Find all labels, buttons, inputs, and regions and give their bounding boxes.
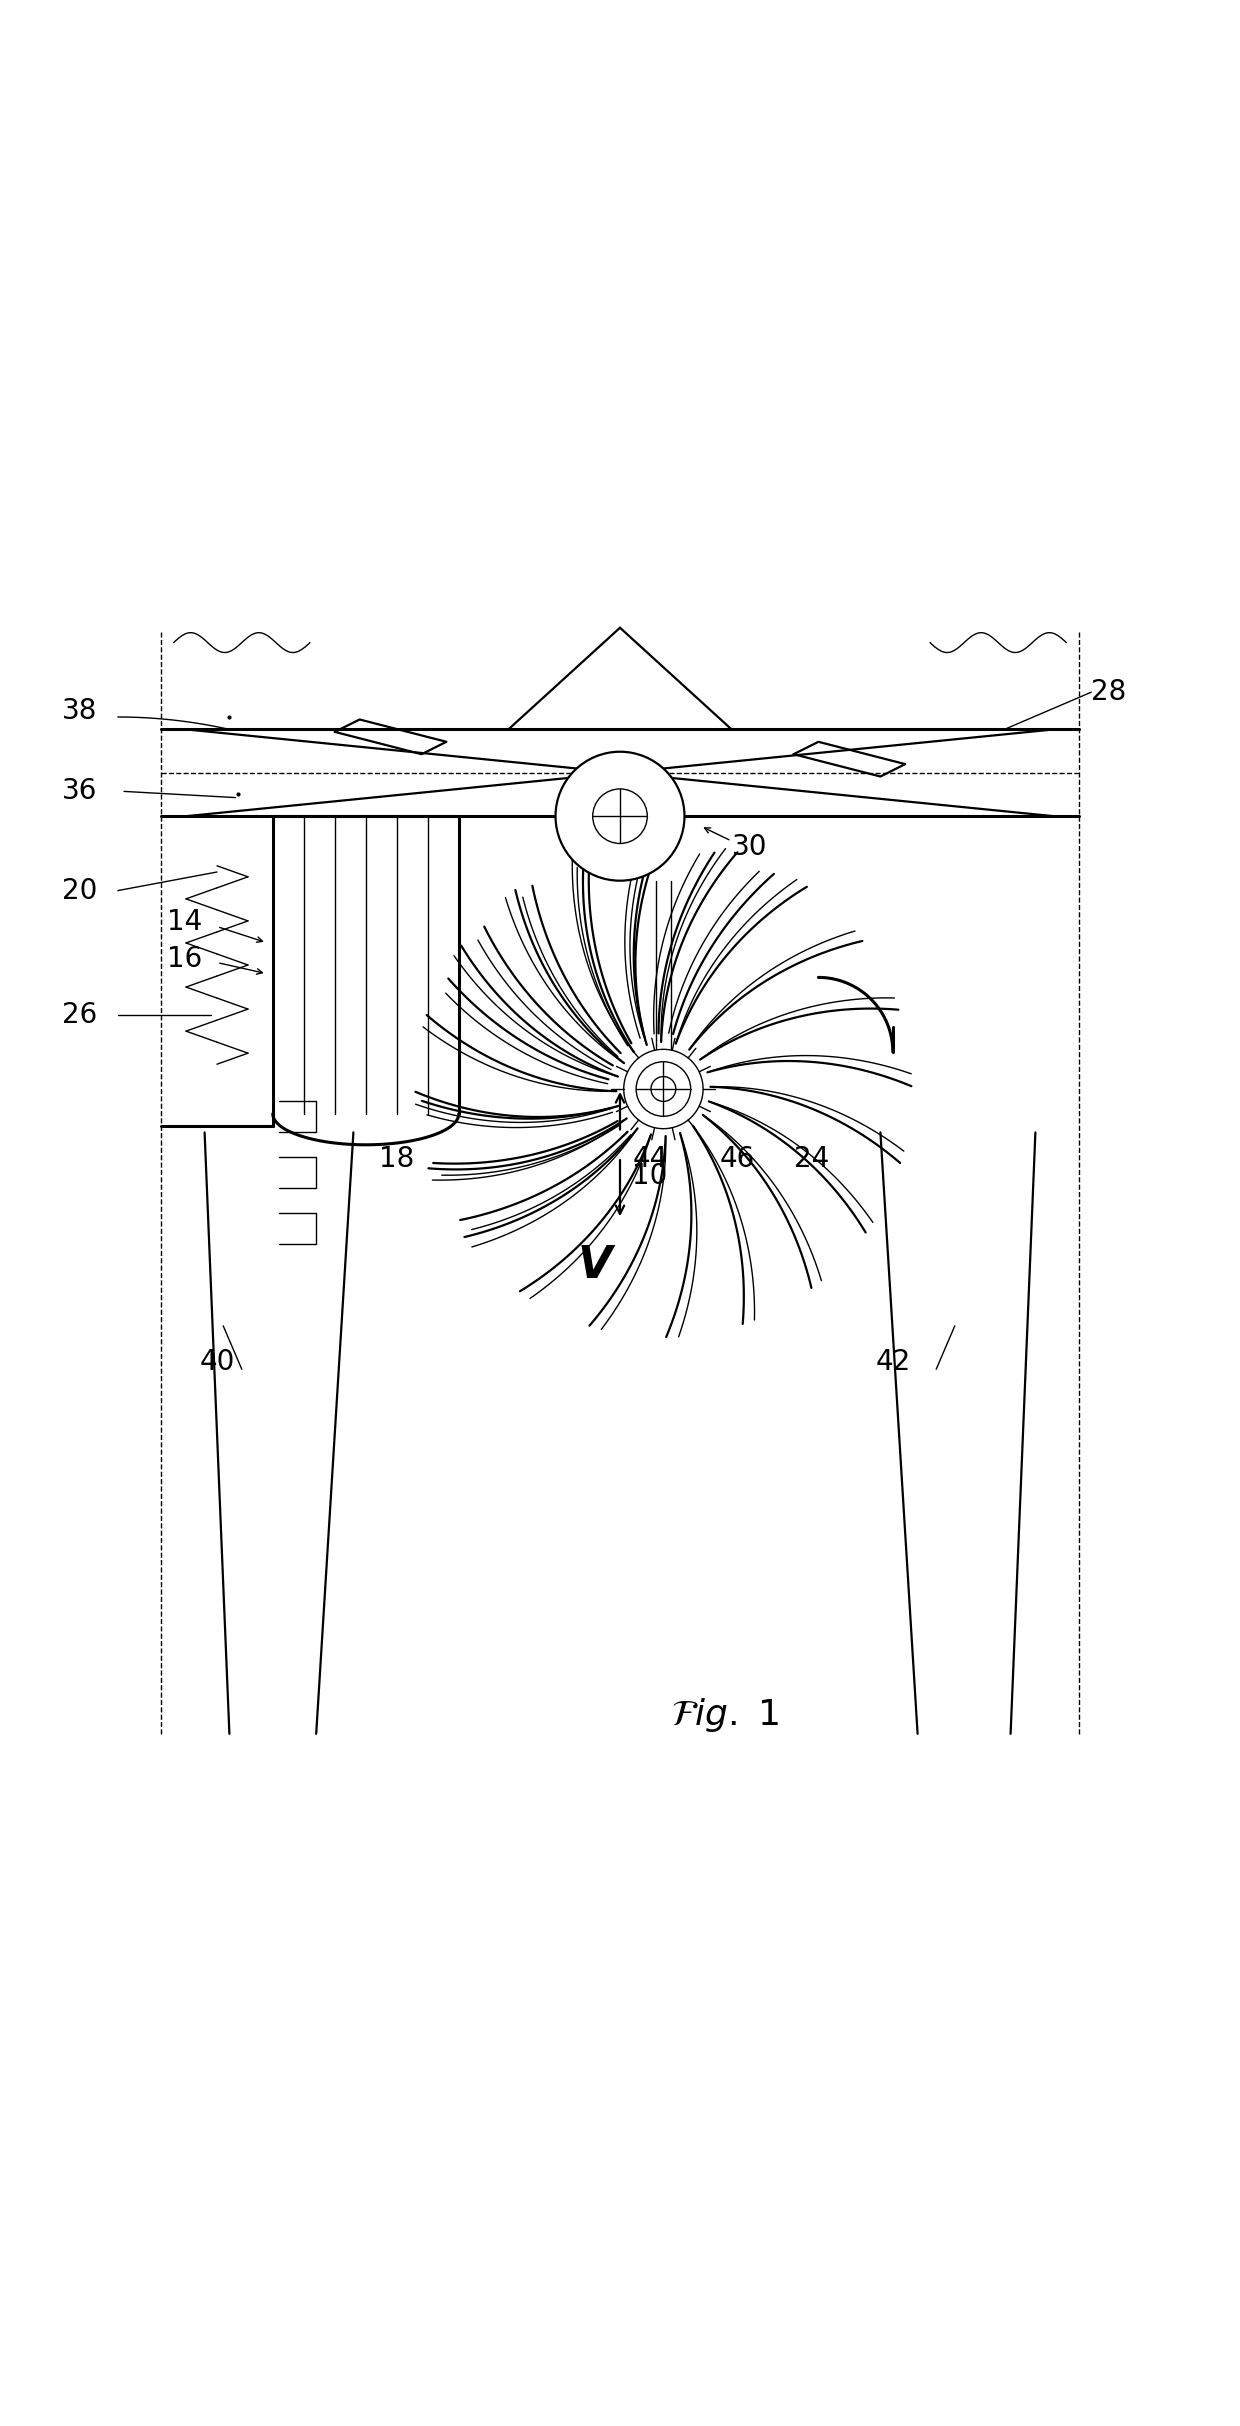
Text: 42: 42 [875, 1349, 910, 1376]
Text: 14: 14 [167, 907, 202, 936]
Text: 44: 44 [632, 1145, 667, 1172]
Circle shape [624, 1050, 703, 1128]
Text: 28: 28 [1091, 679, 1126, 706]
Text: 16: 16 [167, 944, 202, 973]
Text: 18: 18 [379, 1145, 414, 1172]
Text: 30: 30 [732, 832, 768, 861]
Text: 10: 10 [632, 1162, 668, 1189]
Text: 38: 38 [62, 696, 98, 725]
Text: 36: 36 [62, 776, 98, 805]
Text: $\mathcal{F}$$ig.\ 1$: $\mathcal{F}$$ig.\ 1$ [671, 1696, 780, 1735]
Circle shape [556, 752, 684, 881]
Text: 26: 26 [62, 1000, 97, 1029]
Text: V: V [578, 1245, 613, 1288]
Text: 20: 20 [62, 876, 98, 905]
Text: 24: 24 [794, 1145, 828, 1172]
Text: 40: 40 [200, 1349, 234, 1376]
Text: 46: 46 [719, 1145, 754, 1172]
